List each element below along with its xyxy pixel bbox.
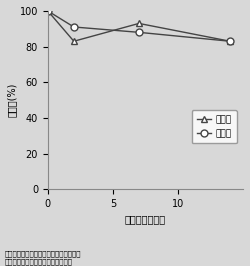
Line: 豚堂茂: 豚堂茂 — [44, 7, 234, 45]
豚堂茂 — [138, 22, 140, 25]
牛液茂 — [72, 25, 75, 28]
X-axis label: 経過時間（日）: 経過時間（日） — [125, 214, 166, 225]
牛液茂 — [46, 9, 49, 13]
Text: 围４　堆肂及び液肂に由来する可溶性ト
ロメタン生成能の水中での減少経過: 围４ 堆肂及び液肂に由来する可溶性ト ロメタン生成能の水中での減少経過 — [5, 251, 82, 265]
牛液茂 — [138, 31, 140, 34]
豚堂茂 — [228, 40, 232, 43]
Y-axis label: 残存率(%): 残存率(%) — [7, 83, 17, 117]
豚堂茂 — [46, 9, 49, 13]
豚堂茂 — [72, 40, 75, 43]
牛液茂 — [228, 40, 232, 43]
Legend: 豚堂茂, 牛液茂: 豚堂茂, 牛液茂 — [192, 110, 236, 143]
Line: 牛液茂: 牛液茂 — [44, 7, 234, 45]
